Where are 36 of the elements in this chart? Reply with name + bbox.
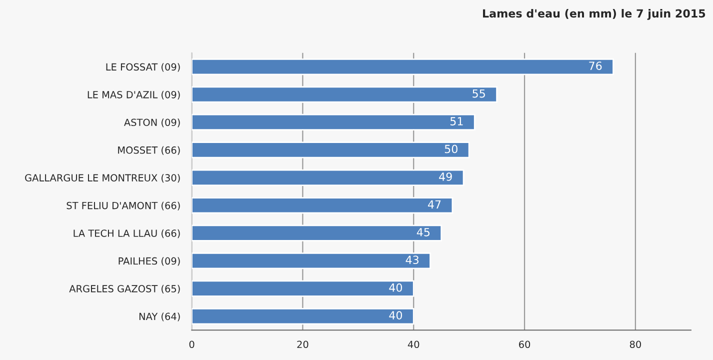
y-tick-label: ST FELIU D'AMONT (66) (66, 202, 180, 210)
data-label: 49 (439, 172, 452, 181)
bar (192, 86, 498, 103)
x-tick-label: 60 (519, 340, 530, 348)
data-label: 76 (589, 62, 602, 70)
bar (192, 308, 414, 325)
data-label: 50 (444, 144, 458, 154)
data-label: 45 (416, 228, 430, 236)
y-tick-label: PAILHES (09) (118, 257, 180, 266)
bar (192, 142, 470, 158)
chart-title: Lames d'eau (en mm) le 7 juin 2015 (483, 9, 706, 20)
data-label: 47 (428, 200, 441, 208)
y-tick-label: LE FOSSAT (09) (106, 63, 180, 72)
data-label: 51 (450, 117, 463, 126)
data-label: 43 (406, 256, 419, 264)
y-tick-label: GALLARGUE LE MONTREUX (30) (25, 174, 180, 183)
bar (192, 58, 614, 76)
y-tick-label: MOSSET (66) (118, 146, 180, 155)
data-label: 40 (389, 283, 402, 292)
x-tick-label: 20 (297, 340, 308, 348)
x-tick-label: 40 (408, 340, 420, 348)
bar (192, 224, 442, 242)
bar (192, 252, 431, 270)
bar (192, 114, 476, 131)
y-tick-label: NAY (64) (139, 312, 180, 322)
data-label: 40 (389, 311, 402, 320)
bar (192, 280, 414, 297)
y-tick-label: LE MAS D'AZIL (09) (88, 90, 180, 100)
bar (192, 169, 464, 186)
x-tick-label: 80 (630, 340, 641, 348)
y-tick-label: ARGELES GAZOST (65) (69, 284, 180, 294)
data-label: 55 (472, 89, 485, 98)
y-tick-label: ASTON (09) (124, 118, 180, 128)
y-tick-label: LA TECH LA LLAU (66) (74, 229, 180, 238)
x-tick-label: 0 (189, 340, 194, 348)
bar (192, 197, 454, 214)
